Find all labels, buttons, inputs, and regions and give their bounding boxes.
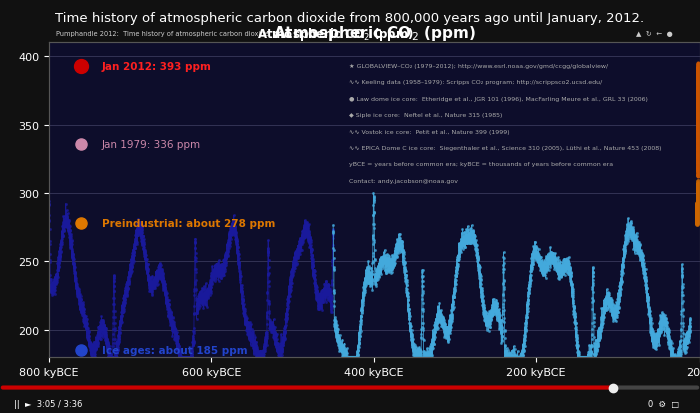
Text: ◆ Siple ice core:  Neftel et al., Nature 315 (1985): ◆ Siple ice core: Neftel et al., Nature …: [349, 113, 503, 118]
Text: Preindustrial: about 278 ppm: Preindustrial: about 278 ppm: [102, 218, 275, 228]
Text: ▲  ↻  ←  ●: ▲ ↻ ← ●: [636, 31, 673, 37]
Text: ∿∿ Vostok ice core:  Petit et al., Nature 399 (1999): ∿∿ Vostok ice core: Petit et al., Nature…: [349, 129, 510, 134]
Text: Time history of atmospheric carbon dioxide from 800,000 years ago until January,: Time history of atmospheric carbon dioxi…: [55, 12, 645, 25]
Text: 0  ⚙  □: 0 ⚙ □: [648, 399, 679, 408]
Text: Contact: andy.jacobson@noaa.gov: Contact: andy.jacobson@noaa.gov: [349, 178, 458, 183]
Text: Jan 2012: 393 ppm: Jan 2012: 393 ppm: [102, 62, 211, 71]
Title: Atmospheric CO$_2$ (ppm): Atmospheric CO$_2$ (ppm): [273, 24, 476, 43]
Text: ● Law dome ice core:  Etheridge et al., JGR 101 (1996), MacFarling Meure et al.,: ● Law dome ice core: Etheridge et al., J…: [349, 97, 648, 102]
Text: yBCE = years before common era; kyBCE = thousands of years before common era: yBCE = years before common era; kyBCE = …: [349, 162, 613, 167]
Text: Jan 1979: 336 ppm: Jan 1979: 336 ppm: [102, 139, 201, 150]
Text: ∿∿ Keeling data (1958–1979): Scripps CO₂ program; http://scrippsco2.ucsd.edu/: ∿∿ Keeling data (1958–1979): Scripps CO₂…: [349, 80, 603, 85]
Text: Ice ages: about 185 ppm: Ice ages: about 185 ppm: [102, 345, 247, 356]
Text: ∿∿ EPICA Dome C ice core:  Siegenthaler et al., Science 310 (2005), Lüthi et al.: ∿∿ EPICA Dome C ice core: Siegenthaler e…: [349, 146, 662, 151]
Text: ||  ►  3:05 / 3:36: || ► 3:05 / 3:36: [14, 399, 83, 408]
Text: Pumphandle 2012:  Time history of atmospheric carbon dioxide: Pumphandle 2012: Time history of atmosph…: [55, 31, 268, 37]
Text: Atmospheric CO$_2$ (ppm): Atmospheric CO$_2$ (ppm): [257, 26, 414, 43]
Text: ★ GLOBALVIEW–CO₂ (1979–2012); http://www.esrl.noaa.gov/gmd/ccgg/globalview/: ★ GLOBALVIEW–CO₂ (1979–2012); http://www…: [349, 64, 608, 69]
